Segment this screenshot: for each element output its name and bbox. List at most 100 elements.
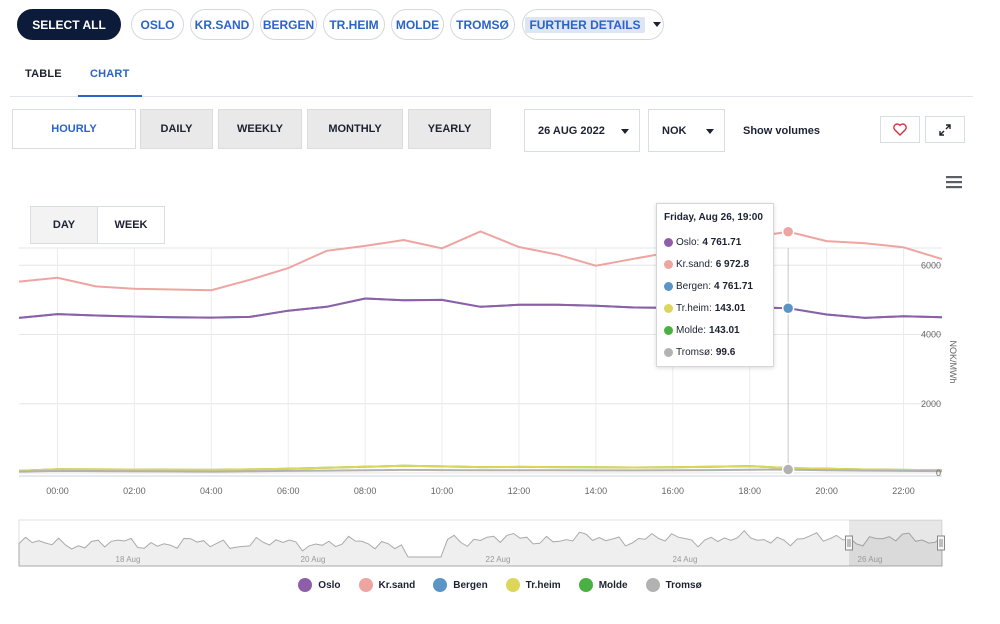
molde-dot bbox=[664, 325, 673, 335]
tooltip-label: Tromsø: bbox=[676, 346, 713, 358]
legend-label: Tr.heim bbox=[525, 579, 561, 591]
legend-item-trheim[interactable]: Tr.heim bbox=[505, 578, 561, 592]
legend-label: Bergen bbox=[453, 579, 488, 591]
x-tick-label: 22:00 bbox=[892, 486, 915, 496]
tab-divider bbox=[10, 96, 973, 97]
x-tick-label: 20:00 bbox=[815, 486, 838, 496]
legend-item-tromso[interactable]: Tromsø bbox=[645, 578, 702, 592]
legend-item-krsand[interactable]: Kr.sand bbox=[358, 578, 415, 592]
x-tick-label: 14:00 bbox=[585, 486, 608, 496]
area-tromso-button[interactable]: TROMSØ bbox=[450, 9, 515, 40]
tab-active-indicator bbox=[78, 95, 142, 97]
tooltip-row-tromso: Tromsø: 99.6 bbox=[664, 341, 773, 363]
currency-select-value: NOK bbox=[662, 124, 687, 137]
legend-dot bbox=[433, 578, 448, 592]
expand-icon bbox=[939, 123, 951, 136]
chart-markers bbox=[781, 225, 795, 476]
tab-chart[interactable]: CHART bbox=[90, 68, 130, 80]
x-tick-label: 06:00 bbox=[277, 486, 300, 496]
tab-table[interactable]: TABLE bbox=[25, 68, 62, 80]
menu-icon bbox=[946, 176, 962, 189]
hover-marker-tromsø bbox=[781, 463, 795, 476]
navigator-handle bbox=[845, 535, 853, 551]
tooltip-label: Tr.heim: bbox=[676, 302, 712, 314]
chart-menu-button[interactable] bbox=[946, 175, 962, 194]
series-line-krsand bbox=[18, 230, 943, 292]
chevron-down-icon bbox=[706, 129, 714, 134]
x-tick-label: 18:00 bbox=[738, 486, 761, 496]
currency-select[interactable]: NOK bbox=[648, 109, 725, 152]
navigator-date-label: 18 Aug bbox=[116, 555, 141, 564]
tooltip-row-krsand: Kr.sand: 6 972.8 bbox=[664, 253, 773, 275]
area-oslo-button[interactable]: OSLO bbox=[131, 9, 184, 40]
legend-label: Molde bbox=[598, 579, 628, 591]
chevron-down-icon bbox=[621, 129, 629, 134]
tooltip-label: Oslo: bbox=[676, 236, 700, 248]
period-daily-button[interactable]: DAILY bbox=[140, 109, 213, 149]
date-select-value: 26 AUG 2022 bbox=[538, 124, 605, 137]
navigator-date-label: 24 Aug bbox=[673, 555, 698, 564]
heart-icon bbox=[893, 123, 907, 136]
further-details-dropdown[interactable]: FURTHER DETAILS bbox=[522, 9, 664, 40]
y-axis-ticks: 0 2000 4000 6000 bbox=[921, 260, 941, 478]
chevron-down-icon bbox=[652, 22, 661, 27]
tooltip-row-bergen: Bergen: 4 761.71 bbox=[664, 275, 773, 297]
x-axis-ticks: 00:00 02:00 04:00 06:00 08:00 10:00 12:00 14:00… bbox=[46, 486, 915, 496]
x-tick-label: 10:00 bbox=[431, 486, 454, 496]
series-line-oslo bbox=[18, 297, 943, 319]
y-tick-label: 4000 bbox=[921, 330, 941, 340]
legend-item-bergen[interactable]: Bergen bbox=[433, 578, 488, 592]
fullscreen-button[interactable] bbox=[925, 116, 965, 143]
navigator-date-label: 26 Aug bbox=[858, 555, 883, 564]
chart-legend: Oslo Kr.sand Bergen Tr.heim Molde Tromsø bbox=[0, 578, 1000, 592]
favorite-button[interactable] bbox=[880, 116, 920, 143]
legend-dot bbox=[358, 578, 373, 592]
date-select[interactable]: 26 AUG 2022 bbox=[524, 109, 640, 152]
hover-marker-bergen bbox=[781, 301, 795, 315]
area-krsand-button[interactable]: KR.SAND bbox=[190, 9, 254, 40]
navigator-selection bbox=[849, 520, 942, 566]
period-hourly-button[interactable]: HOURLY bbox=[12, 109, 136, 149]
range-week-button[interactable]: WEEK bbox=[97, 206, 165, 244]
chart-tooltip: Friday, Aug 26, 19:00 Oslo: 4 761.71 Kr.s… bbox=[656, 203, 774, 367]
select-all-button[interactable]: SELECT ALL bbox=[17, 9, 121, 40]
x-tick-label: 02:00 bbox=[123, 486, 146, 496]
navigator-date-label: 22 Aug bbox=[486, 555, 511, 564]
trheim-dot bbox=[664, 303, 673, 313]
legend-dot bbox=[578, 578, 593, 592]
x-tick-label: 00:00 bbox=[46, 486, 69, 496]
range-navigator[interactable]: 18 Aug 20 Aug 22 Aug 24 Aug 26 Aug bbox=[18, 519, 945, 567]
krsand-dot bbox=[664, 259, 673, 269]
tooltip-label: Molde: bbox=[676, 324, 707, 336]
tooltip-value: 4 761.71 bbox=[702, 236, 742, 248]
area-bergen-button[interactable]: BERGEN bbox=[260, 9, 317, 40]
y-tick-label: 6000 bbox=[921, 260, 941, 270]
tromso-dot bbox=[664, 347, 673, 357]
period-yearly-button[interactable]: YEARLY bbox=[408, 109, 491, 149]
legend-item-molde[interactable]: Molde bbox=[578, 578, 628, 592]
y-tick-label: 0 bbox=[936, 468, 941, 478]
show-volumes-toggle[interactable]: Show volumes bbox=[743, 125, 821, 137]
x-tick-label: 04:00 bbox=[200, 486, 223, 496]
period-monthly-button[interactable]: MONTHLY bbox=[307, 109, 403, 149]
legend-dot bbox=[505, 578, 520, 592]
x-tick-label: 16:00 bbox=[662, 486, 685, 496]
legend-item-oslo[interactable]: Oslo bbox=[298, 578, 341, 592]
range-day-button[interactable]: DAY bbox=[30, 206, 98, 244]
navigator-series bbox=[18, 529, 943, 567]
area-trheim-button[interactable]: TR.HEIM bbox=[323, 9, 385, 40]
legend-dot bbox=[645, 578, 660, 592]
tooltip-row-trheim: Tr.heim: 143.01 bbox=[664, 297, 773, 319]
period-weekly-button[interactable]: WEEKLY bbox=[218, 109, 302, 149]
legend-label: Oslo bbox=[318, 579, 341, 591]
series-line-bergen bbox=[18, 297, 943, 319]
y-tick-label: 2000 bbox=[921, 399, 941, 409]
tooltip-value: 143.01 bbox=[714, 302, 746, 314]
area-molde-button[interactable]: MOLDE bbox=[391, 9, 444, 40]
further-details-label: FURTHER DETAILS bbox=[525, 16, 645, 33]
tooltip-row-oslo: Oslo: 4 761.71 bbox=[664, 231, 773, 253]
tooltip-label: Bergen: bbox=[676, 280, 712, 292]
legend-dot bbox=[298, 578, 313, 592]
bergen-dot bbox=[664, 281, 673, 291]
